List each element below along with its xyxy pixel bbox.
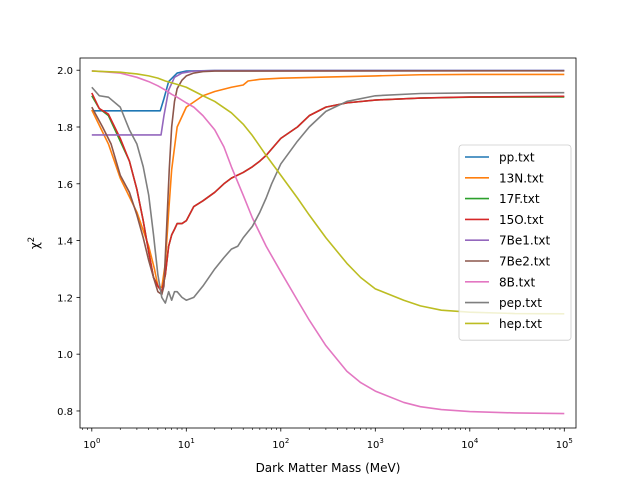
y-tick-label-3: 1.4 [57, 237, 73, 248]
y-axis-ticks: 0.8 1.0 1.2 1.4 1.6 1.8 2.0 [57, 66, 80, 418]
legend-label-5: 7Be2.txt [499, 255, 551, 269]
x-tick-label-4: 104 [461, 437, 479, 451]
legend-label-8: hep.txt [499, 317, 542, 331]
legend: pp.txt 13N.txt 17F.txt 15O.txt 7Be1.txt 7Be2.… [458, 144, 572, 341]
series-line-4 [91, 69, 565, 136]
y-tick-label-4: 1.6 [57, 180, 73, 191]
y-axis-label-superscript: 2 [27, 237, 37, 242]
y-tick-label-6: 2.0 [57, 66, 73, 77]
legend-label-2: 17F.txt [499, 192, 540, 206]
x-tick-label-0: 100 [83, 437, 100, 451]
legend-label-0: pp.txt [499, 151, 535, 165]
x-tick-label-2: 102 [272, 437, 289, 451]
legend-label-3: 15O.txt [499, 213, 544, 227]
series-line-1 [91, 73, 565, 289]
series-line-5 [91, 69, 565, 296]
legend-label-6: 8B.txt [499, 275, 535, 289]
legend-label-4: 7Be1.txt [499, 234, 551, 248]
x-tick-label-1: 101 [178, 437, 195, 451]
y-tick-label-5: 1.8 [57, 123, 73, 134]
x-axis-ticks: 100 101 102 103 104 105 [82, 428, 573, 451]
series-lines [91, 69, 565, 415]
axes-frame [79, 57, 577, 429]
series-line-6 [91, 69, 565, 415]
x-tick-label-3: 103 [367, 437, 384, 451]
legend-label-7: pep.txt [499, 296, 542, 310]
x-axis-label: Dark Matter Mass (MeV) [256, 461, 401, 475]
y-tick-label-1: 1.0 [57, 350, 73, 361]
series-line-3 [91, 92, 565, 293]
legend-box [458, 144, 572, 341]
y-tick-label-0: 0.8 [57, 407, 73, 418]
y-axis-label-base: χ [28, 242, 42, 249]
legend-label-1: 13N.txt [499, 171, 544, 185]
y-tick-label-2: 1.2 [57, 293, 73, 304]
y-axis-label: χ2 [27, 237, 42, 249]
series-line-8 [91, 70, 565, 315]
series-line-7 [91, 86, 565, 304]
x-tick-label-5: 105 [556, 437, 573, 451]
